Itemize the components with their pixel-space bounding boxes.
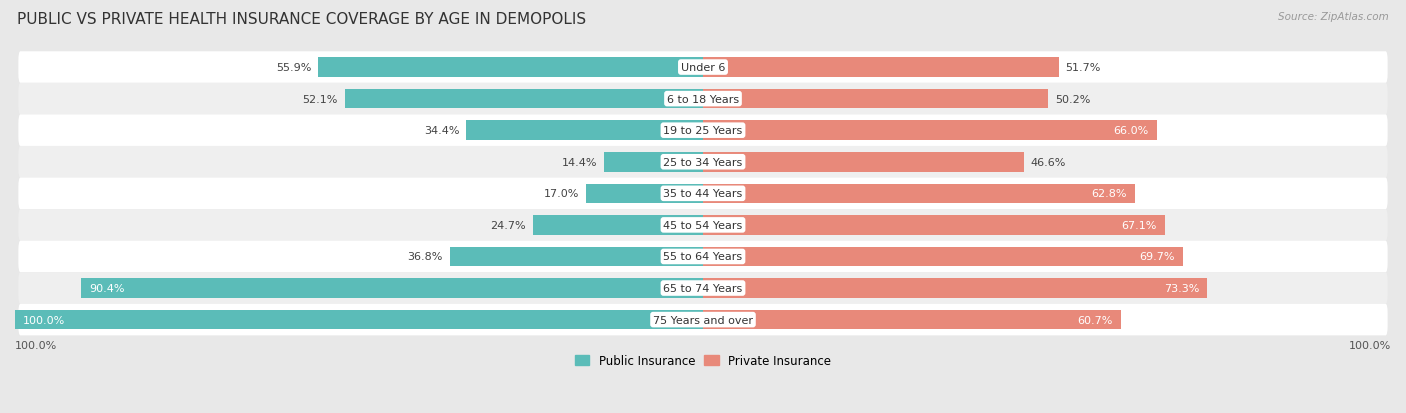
Text: 46.6%: 46.6% <box>1031 157 1066 167</box>
Bar <box>533 216 703 235</box>
Text: 100.0%: 100.0% <box>15 340 58 350</box>
Bar <box>467 121 703 141</box>
Text: 73.3%: 73.3% <box>1164 283 1199 293</box>
Text: 19 to 25 Years: 19 to 25 Years <box>664 126 742 136</box>
Bar <box>703 121 1157 141</box>
Text: 14.4%: 14.4% <box>561 157 598 167</box>
Bar <box>450 247 703 267</box>
Text: 45 to 54 Years: 45 to 54 Years <box>664 221 742 230</box>
Bar <box>586 184 703 204</box>
Bar <box>703 58 1059 78</box>
FancyBboxPatch shape <box>18 115 1388 147</box>
Text: 6 to 18 Years: 6 to 18 Years <box>666 95 740 104</box>
Text: 24.7%: 24.7% <box>491 221 526 230</box>
Bar <box>703 247 1182 267</box>
Text: 55 to 64 Years: 55 to 64 Years <box>664 252 742 262</box>
FancyBboxPatch shape <box>18 147 1388 178</box>
Bar <box>703 152 1024 172</box>
Bar <box>318 58 703 78</box>
Text: 62.8%: 62.8% <box>1091 189 1126 199</box>
Text: 100.0%: 100.0% <box>1348 340 1391 350</box>
FancyBboxPatch shape <box>18 273 1388 304</box>
Text: 90.4%: 90.4% <box>90 283 125 293</box>
Bar <box>82 279 703 298</box>
Bar <box>605 152 703 172</box>
Text: Source: ZipAtlas.com: Source: ZipAtlas.com <box>1278 12 1389 22</box>
Text: 55.9%: 55.9% <box>276 63 312 73</box>
Text: 100.0%: 100.0% <box>24 315 66 325</box>
FancyBboxPatch shape <box>18 210 1388 241</box>
FancyBboxPatch shape <box>18 241 1388 273</box>
FancyBboxPatch shape <box>18 178 1388 210</box>
Text: 17.0%: 17.0% <box>544 189 579 199</box>
FancyBboxPatch shape <box>18 52 1388 83</box>
Text: Under 6: Under 6 <box>681 63 725 73</box>
Bar <box>703 184 1135 204</box>
Text: 60.7%: 60.7% <box>1077 315 1112 325</box>
Text: PUBLIC VS PRIVATE HEALTH INSURANCE COVERAGE BY AGE IN DEMOPOLIS: PUBLIC VS PRIVATE HEALTH INSURANCE COVER… <box>17 12 586 27</box>
Bar <box>703 310 1121 330</box>
Text: 25 to 34 Years: 25 to 34 Years <box>664 157 742 167</box>
FancyBboxPatch shape <box>18 83 1388 115</box>
Text: 66.0%: 66.0% <box>1114 126 1149 136</box>
Text: 34.4%: 34.4% <box>425 126 460 136</box>
Text: 50.2%: 50.2% <box>1056 95 1091 104</box>
Text: 36.8%: 36.8% <box>408 252 443 262</box>
Legend: Public Insurance, Private Insurance: Public Insurance, Private Insurance <box>571 350 835 372</box>
Bar <box>15 310 703 330</box>
Bar <box>703 216 1164 235</box>
Text: 67.1%: 67.1% <box>1121 221 1156 230</box>
Text: 52.1%: 52.1% <box>302 95 337 104</box>
Text: 35 to 44 Years: 35 to 44 Years <box>664 189 742 199</box>
Bar <box>344 90 703 109</box>
Text: 51.7%: 51.7% <box>1066 63 1101 73</box>
Text: 69.7%: 69.7% <box>1139 252 1174 262</box>
Text: 65 to 74 Years: 65 to 74 Years <box>664 283 742 293</box>
Text: 75 Years and over: 75 Years and over <box>652 315 754 325</box>
FancyBboxPatch shape <box>18 304 1388 336</box>
Bar <box>703 279 1208 298</box>
Bar <box>703 90 1049 109</box>
